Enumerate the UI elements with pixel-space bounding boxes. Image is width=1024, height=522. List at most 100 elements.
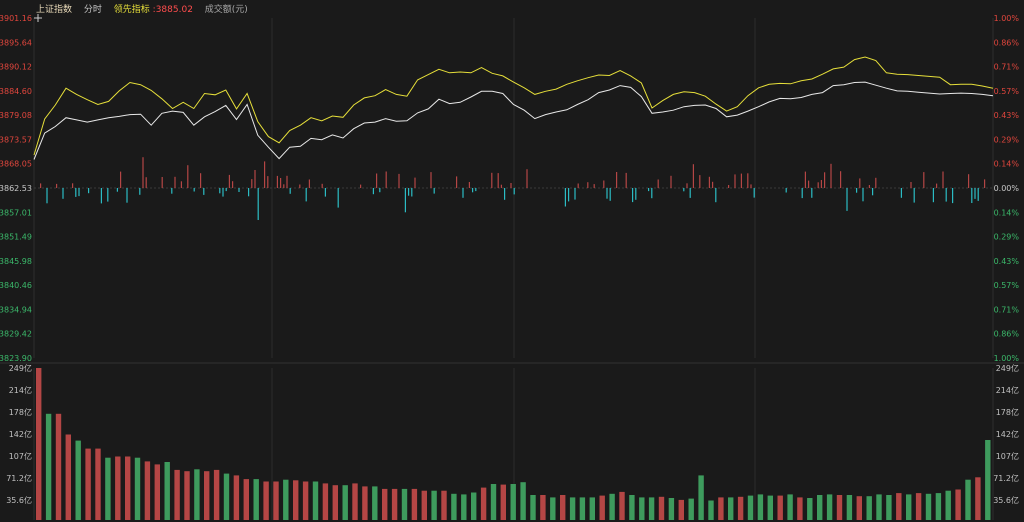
volume-bar <box>45 413 52 520</box>
mode-tab[interactable]: 分时 <box>83 5 102 15</box>
volume-bar <box>807 498 813 520</box>
breadth-bar-down <box>900 188 902 198</box>
breadth-bar-up <box>497 173 499 188</box>
breadth-bar-up <box>510 183 512 188</box>
volume-tick-right: 178亿 <box>996 407 1019 417</box>
lead-indicator-label: 领先指标 <box>113 5 150 15</box>
breadth-bar-down <box>606 188 608 199</box>
breadth-bar-up <box>868 185 870 188</box>
breadth-bar-down <box>504 188 506 200</box>
volume-bar <box>322 483 329 520</box>
volume-bar <box>876 494 882 520</box>
volume-bar <box>362 486 368 520</box>
breadth-bar-down <box>683 188 685 192</box>
volume-bar <box>540 495 546 520</box>
breadth-bar-down <box>126 188 128 203</box>
chart-header: 上证指数 分时 领先指标 :3885.02 成交额(元) <box>36 2 257 15</box>
breadth-bar-up <box>40 183 42 188</box>
breadth-bar-down <box>846 188 848 211</box>
volume-bar <box>85 448 91 520</box>
crosshair-icon <box>34 14 42 22</box>
volume-bar <box>382 488 388 520</box>
volume-bar <box>441 490 447 520</box>
breadth-bar-up <box>587 182 589 188</box>
breadth-bar-down <box>433 188 435 194</box>
y-tick-right: 0.14% <box>994 208 1020 217</box>
breadth-bar-down <box>872 188 874 196</box>
volume-bar <box>372 486 378 520</box>
breadth-bar-down <box>100 188 102 204</box>
breadth-bar-down <box>945 188 947 202</box>
y-tick-left: 3840.46 <box>0 281 32 290</box>
breadth-bar-up <box>180 181 182 188</box>
volume-tick-left: 214亿 <box>9 385 32 395</box>
volume-bar <box>965 479 971 520</box>
y-tick-right: 0.14% <box>994 160 1020 169</box>
breadth-bar-up <box>267 176 269 188</box>
y-tick-left: 3890.12 <box>0 63 32 72</box>
breadth-bar-down <box>107 188 109 202</box>
volume-bar <box>678 499 684 520</box>
volume-bar <box>65 434 71 520</box>
lead-indicator-value: :3885.02 <box>152 5 193 15</box>
y-tick-left: 3862.53 <box>0 184 32 193</box>
index-name[interactable]: 上证指数 <box>36 5 73 15</box>
breadth-bar-down <box>404 188 406 213</box>
breadth-bar-up <box>728 185 730 188</box>
volume-bar <box>658 496 665 520</box>
breadth-bar-up <box>699 175 701 188</box>
breadth-bar-down <box>203 188 205 195</box>
volume-bar <box>411 488 418 520</box>
volume-bar <box>471 492 477 520</box>
volume-bar <box>213 469 220 520</box>
volume-bar <box>144 461 151 520</box>
breadth-bar-down <box>257 188 259 220</box>
volume-bar <box>431 490 437 520</box>
breadth-bar-up <box>72 183 74 188</box>
volume-tick-left: 178亿 <box>9 407 32 417</box>
volume-bar <box>125 456 131 520</box>
breadth-bar-up <box>264 161 266 188</box>
breadth-bar-up <box>577 183 579 188</box>
y-tick-right: 1.00% <box>994 354 1020 363</box>
breadth-bar-up <box>808 180 810 188</box>
y-tick-right: 0.86% <box>994 38 1020 47</box>
volume-bar <box>164 462 170 520</box>
volume-bar <box>204 471 210 520</box>
breadth-bar-up <box>251 179 253 188</box>
breadth-bar-down <box>913 188 915 203</box>
breadth-bar-up <box>468 182 470 188</box>
breadth-bar-up <box>840 171 842 188</box>
breadth-bar-up <box>385 171 387 188</box>
volume-bar <box>352 483 358 520</box>
y-tick-right: 0.43% <box>994 111 1020 120</box>
volume-bar <box>836 495 843 520</box>
breadth-bar-down <box>862 188 864 202</box>
volume-bar <box>283 479 289 520</box>
breadth-bar-down <box>932 188 934 203</box>
breadth-bar-up <box>712 181 714 188</box>
volume-bar <box>787 494 793 520</box>
volume-bar <box>955 489 961 520</box>
volume-tick-right: 214亿 <box>996 385 1019 395</box>
volume-bar <box>747 495 754 520</box>
volume-bar <box>846 495 853 520</box>
breadth-bar-down <box>952 188 954 204</box>
volume-bar <box>421 490 427 520</box>
breadth-bar-up <box>308 179 310 188</box>
breadth-bar-down <box>568 188 570 202</box>
volume-bar <box>253 479 259 520</box>
volume-bar <box>737 496 744 520</box>
breadth-bar-up <box>187 165 189 188</box>
grid-lines <box>0 18 1024 520</box>
breadth-bar-up <box>984 179 986 188</box>
volume-bar <box>263 481 269 520</box>
breadth-bar-up <box>398 173 400 188</box>
volume-bar <box>194 469 200 520</box>
breadth-bar-up <box>276 175 278 188</box>
volume-bar <box>154 464 160 520</box>
breadth-bar-up <box>174 176 176 188</box>
volume-tick-left: 71.2亿 <box>6 473 32 483</box>
volume-bar <box>925 493 932 520</box>
